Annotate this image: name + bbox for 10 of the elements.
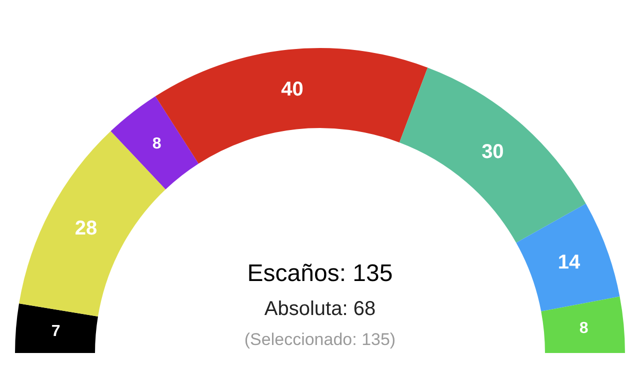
- text: Escaños: 135: [247, 260, 393, 287]
- data-label: 14: [558, 251, 582, 274]
- text: Absoluta: 68: [264, 298, 376, 320]
- text: (Seleccionado: 135): [244, 330, 396, 349]
- data-label: 30: [482, 140, 504, 163]
- data-label: 40: [281, 78, 304, 100]
- data-label: 7: [51, 322, 60, 340]
- data-label: 8: [152, 136, 162, 153]
- data-label: 8: [579, 320, 588, 337]
- data-label: 28: [74, 218, 98, 240]
